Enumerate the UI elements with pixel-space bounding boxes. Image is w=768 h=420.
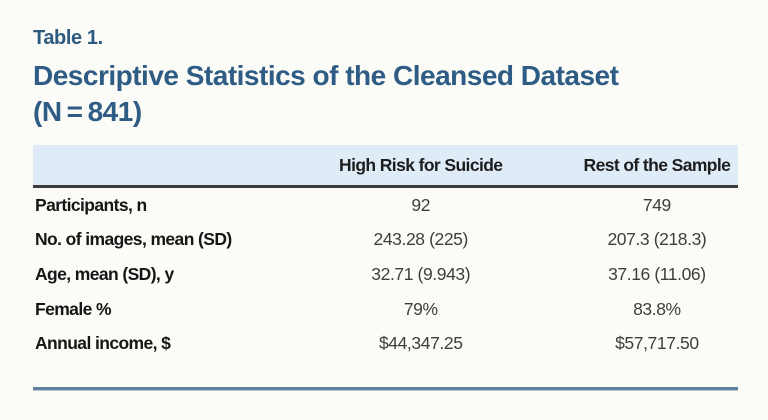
header-cell-high-risk: High Risk for Suicide bbox=[339, 154, 503, 175]
header-cell-rest-of-sample: Rest of the Sample bbox=[583, 154, 731, 175]
table-row: Participants, n 92 749 bbox=[33, 188, 738, 223]
table-row: Age, mean (SD), y 32.71 (9.943) 37.16 (1… bbox=[33, 257, 738, 292]
table-row: Female % 79% 83.8% bbox=[33, 292, 738, 327]
descriptive-statistics-table: High Risk for Suicide Rest of the Sample… bbox=[33, 145, 738, 390]
cell-female-high-risk: 79% bbox=[403, 298, 438, 319]
table-footer-spacer bbox=[33, 361, 738, 387]
cell-images-rest: 207.3 (218.3) bbox=[607, 229, 707, 250]
table-row: Annual income, $ $44,347.25 $57,717.50 bbox=[33, 326, 738, 361]
table-row: No. of images, mean (SD) 243.28 (225) 20… bbox=[33, 223, 738, 258]
table-title-line1: Descriptive Statistics of the Cleansed D… bbox=[33, 60, 619, 91]
cell-age-high-risk: 32.71 (9.943) bbox=[371, 263, 471, 284]
cell-income-high-risk: $44,347.25 bbox=[378, 333, 463, 354]
cell-images-high-risk: 243.28 (225) bbox=[373, 229, 469, 250]
cell-income-rest: $57,717.50 bbox=[615, 333, 699, 354]
row-label-female: Female % bbox=[35, 298, 112, 319]
cell-participants-high-risk: 92 bbox=[411, 194, 431, 215]
cell-participants-rest: 749 bbox=[642, 194, 671, 215]
row-label-images: No. of images, mean (SD) bbox=[35, 229, 232, 250]
table-number-label: Table 1. bbox=[33, 27, 103, 49]
row-label-age: Age, mean (SD), y bbox=[35, 263, 174, 284]
row-label-participants: Participants, n bbox=[35, 194, 147, 215]
table-title: Descriptive Statistics of the Cleansed D… bbox=[33, 58, 738, 130]
row-label-income: Annual income, $ bbox=[35, 333, 171, 354]
cell-age-rest: 37.16 (11.06) bbox=[608, 263, 706, 284]
table-title-line2: (N = 841) bbox=[33, 96, 142, 127]
table-header-row: High Risk for Suicide Rest of the Sample bbox=[33, 145, 738, 188]
cell-female-rest: 83.8% bbox=[633, 298, 681, 319]
